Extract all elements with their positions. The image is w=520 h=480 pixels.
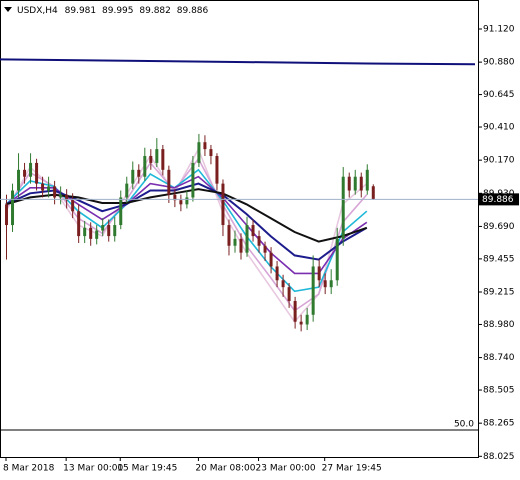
high-value: 89.995 xyxy=(102,6,134,16)
candle-body xyxy=(203,142,207,150)
candle-body xyxy=(185,197,189,205)
candle-body xyxy=(17,169,21,191)
candle-body xyxy=(263,245,267,253)
candle-body xyxy=(293,300,297,322)
candle-body xyxy=(29,162,33,177)
y-tick-label: 88.025 xyxy=(483,452,515,462)
close-value: 89.886 xyxy=(177,6,209,16)
low-value: 89.882 xyxy=(139,6,171,16)
y-tick-label: 88.265 xyxy=(483,419,515,429)
x-tick-label: 27 Mar 19:45 xyxy=(322,464,382,474)
x-tick-label: 15 Mar 19:45 xyxy=(117,464,177,474)
chart-title: USDX,H4 89.981 89.995 89.882 89.886 xyxy=(17,6,209,16)
candle-body xyxy=(359,176,363,191)
candle-body xyxy=(89,227,93,239)
y-tick-label: 90.170 xyxy=(483,156,515,166)
candle-body xyxy=(101,225,105,231)
y-tick-label: 91.120 xyxy=(483,24,515,34)
candle-body xyxy=(137,169,141,177)
x-tick-label: 13 Mar 00:00 xyxy=(63,464,123,474)
candle-body xyxy=(215,156,219,184)
y-tick-label: 89.455 xyxy=(483,254,515,264)
candle-body xyxy=(209,149,213,157)
candle-body xyxy=(71,200,75,212)
candle-body xyxy=(365,169,369,191)
y-tick-label: 90.410 xyxy=(483,123,515,133)
y-tick-label: 88.980 xyxy=(483,320,515,330)
last-price-label: 89.886 xyxy=(482,195,514,205)
y-tick-label: 89.690 xyxy=(483,222,515,232)
candle-body xyxy=(107,225,111,237)
x-tick-label: 20 Mar 08:00 xyxy=(195,464,255,474)
candle-body xyxy=(77,211,81,237)
candle-body xyxy=(41,183,45,191)
candle-body xyxy=(239,238,243,253)
y-tick-label: 90.880 xyxy=(483,58,515,68)
y-tick-label: 88.740 xyxy=(483,353,515,363)
candle-body xyxy=(335,238,339,281)
candle-body xyxy=(113,225,117,237)
candle-body xyxy=(35,162,39,184)
candle-body xyxy=(299,321,303,325)
candle-body xyxy=(5,204,9,226)
candle-body xyxy=(245,225,249,253)
candle-body xyxy=(125,183,129,198)
candle-body xyxy=(143,156,147,177)
candle-body xyxy=(347,176,351,191)
candle-body xyxy=(65,194,69,201)
candle-body xyxy=(341,176,345,239)
candle-body xyxy=(323,280,327,288)
dropdown-icon[interactable] xyxy=(4,7,12,12)
candle-body xyxy=(11,190,15,226)
candle-body xyxy=(149,156,153,163)
candle-body xyxy=(353,176,357,191)
candle-body xyxy=(317,266,321,281)
symbol: USDX,H4 xyxy=(17,6,58,16)
candle-body xyxy=(311,266,315,315)
candle-body xyxy=(83,227,87,237)
candle-body xyxy=(221,183,225,226)
candle-body xyxy=(281,280,285,288)
level-label: 50.0 xyxy=(454,420,474,430)
candle-body xyxy=(329,280,333,288)
candle-body xyxy=(167,169,171,195)
moving-average xyxy=(0,58,476,66)
y-tick-label: 90.645 xyxy=(483,90,515,100)
candle-body xyxy=(179,200,183,205)
candle-body xyxy=(305,314,309,325)
x-tick-label: 23 Mar 00:00 xyxy=(256,464,316,474)
y-tick-label: 89.215 xyxy=(483,288,515,298)
candle-body xyxy=(173,194,177,201)
open-value: 89.981 xyxy=(65,6,97,16)
candle-body xyxy=(275,266,279,281)
candle-body xyxy=(47,186,51,191)
candle-body xyxy=(197,142,201,163)
candle-body xyxy=(155,149,159,163)
candle-body xyxy=(269,252,273,267)
candle-body xyxy=(23,169,27,177)
y-tick-label: 88.505 xyxy=(483,386,515,396)
candle-body xyxy=(119,197,123,226)
candle-body xyxy=(95,230,99,239)
candle-body xyxy=(53,186,57,198)
candle-body xyxy=(191,162,195,198)
plot: 91.12090.88090.64590.41090.17089.93089.6… xyxy=(0,24,519,474)
candle-body xyxy=(251,225,255,237)
candle-body xyxy=(233,238,237,246)
last-price-box xyxy=(479,193,519,206)
candle-body xyxy=(131,169,135,184)
x-tick-label: 8 Mar 2018 xyxy=(3,464,55,474)
candle-body xyxy=(59,194,63,198)
candle-body xyxy=(371,186,375,200)
candle-body xyxy=(257,236,261,246)
plot-frame xyxy=(0,0,479,458)
candle-body xyxy=(161,149,165,170)
candle-body xyxy=(287,287,291,301)
candle-body xyxy=(227,225,231,246)
